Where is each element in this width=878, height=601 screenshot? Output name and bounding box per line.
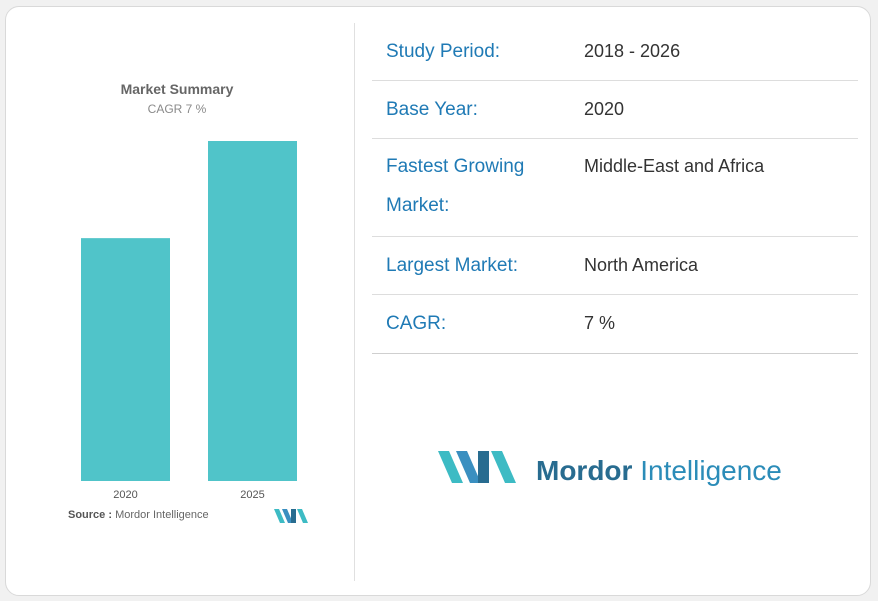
info-value: 2020 [584, 99, 625, 119]
info-row-study-period: Study Period: 2018 - 2026 [372, 22, 858, 81]
info-label: Study Period: [386, 41, 501, 62]
info-value: 2018 - 2026 [584, 41, 681, 61]
info-value: North America [584, 255, 699, 275]
info-table: Study Period: 2018 - 2026 Base Year: 202… [372, 22, 858, 354]
x-tick-label-2025: 2025 [240, 489, 264, 501]
source-label: Source : [68, 509, 113, 521]
chart-title: Market Summary [120, 81, 234, 97]
info-label: Fastest Growing Market: [386, 156, 525, 216]
chart-subtitle: CAGR 7 % [147, 102, 207, 116]
brand-word-mordor: Mordor [536, 455, 633, 486]
info-row-largest-market: Largest Market: North America [372, 237, 858, 295]
x-tick-label-2020: 2020 [113, 489, 137, 501]
brand-name: Mordor Intelligence [536, 455, 782, 487]
info-label: Largest Market: [386, 255, 518, 276]
brand-word-intelligence: Intelligence [632, 455, 782, 486]
info-row-base-year: Base Year: 2020 [372, 81, 858, 139]
info-label: Base Year: [386, 99, 478, 120]
chart-source: Source : Mordor Intelligence [68, 509, 209, 521]
mordor-mini-logo-icon [274, 509, 308, 523]
info-value: Middle-East and Africa [584, 156, 765, 176]
market-summary-card: Market Summary CAGR 7 % 2020 2025 Source … [5, 6, 871, 596]
bar-2020 [81, 238, 170, 481]
source-text: Mordor Intelligence [115, 509, 209, 521]
info-row-fastest-growing: Fastest Growing Market: Middle-East and … [372, 139, 858, 237]
panel-divider [354, 23, 355, 581]
info-value: 7 % [584, 313, 616, 333]
bar-chart: 2020 2025 [81, 141, 297, 501]
info-row-cagr: CAGR: 7 % [372, 295, 858, 354]
bar-2025 [208, 141, 297, 481]
info-label: CAGR: [386, 313, 447, 334]
mordor-intelligence-logo-icon [438, 451, 516, 483]
